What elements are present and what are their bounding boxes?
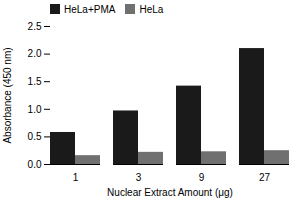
- html-text:HeLa+PMA: HeLa+PMA: [64, 3, 116, 15]
- svg-text:9: 9: [199, 172, 205, 183]
- svg-text:Nuclear Extract Amount (μg): Nuclear Extract Amount (μg): [107, 187, 233, 198]
- svg-text:0.0: 0.0: [28, 159, 42, 170]
- html-text:HeLa: HeLa: [139, 3, 164, 15]
- svg-text:Absorbance (450 nm): Absorbance (450 nm): [2, 47, 13, 143]
- svg-text:3: 3: [136, 172, 142, 183]
- svg-text:2.0: 2.0: [28, 48, 42, 59]
- svg-text:1.5: 1.5: [28, 76, 42, 87]
- svg-text:1.0: 1.0: [28, 104, 42, 115]
- svg-text:2.5: 2.5: [28, 21, 42, 32]
- svg-text:0.5: 0.5: [28, 131, 42, 142]
- svg-text:27: 27: [259, 172, 271, 183]
- svg-text:1: 1: [73, 172, 79, 183]
